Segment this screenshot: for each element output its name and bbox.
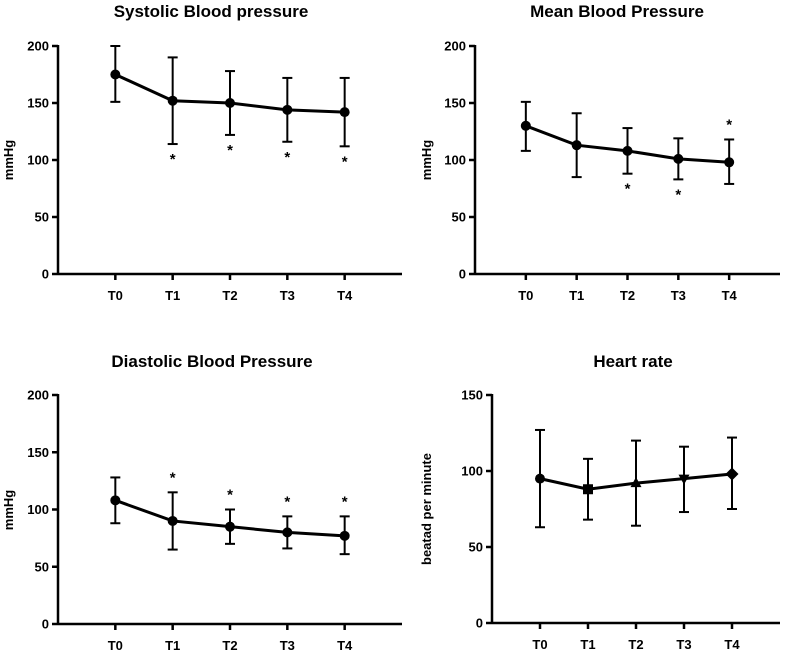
- y-tick-label: 100: [27, 502, 49, 517]
- data-point: [167, 95, 178, 106]
- y-tick-label: 150: [27, 445, 49, 460]
- x-tick-label: T4: [722, 288, 738, 303]
- x-tick-label: T4: [337, 288, 353, 303]
- x-tick-label: T2: [222, 288, 237, 303]
- y-tick-label: 200: [444, 39, 466, 54]
- x-tick-label: T3: [280, 288, 295, 303]
- y-tick-label: 50: [35, 559, 49, 574]
- data-point: [110, 495, 121, 506]
- data-point: [724, 157, 735, 168]
- x-tick-label: T0: [108, 638, 123, 650]
- significance-marker: *: [284, 149, 290, 166]
- x-tick-label: T3: [280, 638, 295, 650]
- significance-marker: *: [170, 151, 176, 168]
- y-tick-label: 150: [444, 96, 466, 111]
- significance-marker: *: [170, 469, 176, 486]
- data-point: [282, 104, 293, 115]
- y-tick-label: 0: [42, 617, 49, 632]
- chart-title: Mean Blood Pressure: [530, 2, 704, 21]
- x-tick-label: T4: [724, 637, 740, 650]
- data-point: [225, 521, 235, 532]
- y-axis-label: mmHg: [1, 140, 16, 181]
- y-axis-label: beatad per minute: [419, 453, 434, 565]
- y-tick-label: 100: [444, 153, 466, 168]
- y-axis-label: mmHg: [1, 490, 16, 531]
- significance-marker: *: [342, 493, 348, 510]
- y-tick-label: 150: [27, 96, 49, 111]
- x-tick-label: T3: [671, 288, 686, 303]
- data-point: [583, 484, 593, 495]
- x-tick-label: T3: [676, 637, 691, 650]
- y-tick-label: 0: [459, 267, 466, 282]
- data-point: [225, 98, 235, 108]
- data-point: [630, 477, 642, 488]
- x-tick-label: T4: [337, 638, 353, 650]
- panel-heart-rate: Heart rate beatad per minute 0 50 100 150 T0…: [419, 352, 780, 650]
- data-point: [725, 467, 739, 481]
- significance-marker: *: [342, 153, 348, 170]
- data-point: [339, 107, 350, 118]
- significance-marker: *: [227, 487, 233, 504]
- x-tick-label: T0: [108, 288, 123, 303]
- data-point: [110, 69, 121, 80]
- y-axis-label: mmHg: [419, 140, 434, 181]
- x-tick-label: T1: [580, 637, 595, 650]
- data-point: [622, 145, 633, 156]
- data-point: [571, 140, 582, 151]
- chart-title: Diastolic Blood Pressure: [111, 352, 312, 371]
- y-tick-label: 50: [469, 540, 483, 555]
- significance-marker: *: [726, 116, 732, 133]
- significance-marker: *: [227, 142, 233, 159]
- y-tick-label: 0: [476, 616, 483, 631]
- y-tick-label: 200: [27, 39, 49, 54]
- x-tick-label: T2: [628, 637, 643, 650]
- y-tick-label: 200: [27, 388, 49, 403]
- data-point: [339, 530, 350, 541]
- chart-title: Heart rate: [593, 352, 672, 371]
- x-tick-label: T0: [532, 637, 547, 650]
- significance-marker: *: [284, 493, 290, 510]
- x-tick-label: T2: [620, 288, 635, 303]
- y-tick-label: 150: [461, 388, 483, 403]
- y-tick-label: 100: [461, 464, 483, 479]
- data-point: [520, 120, 531, 131]
- y-tick-label: 50: [452, 210, 466, 225]
- x-tick-label: T1: [165, 288, 180, 303]
- chart-title: Systolic Blood pressure: [114, 2, 309, 21]
- x-tick-label: T2: [222, 638, 237, 650]
- data-point: [282, 527, 293, 538]
- panel-systolic: Systolic Blood pressure mmHg 0 50 100 150 20…: [1, 2, 402, 303]
- data-point: [167, 515, 178, 526]
- x-tick-label: T0: [518, 288, 533, 303]
- panel-mean: Mean Blood Pressure mmHg 0 50 100 150 200 T0 T…: [419, 2, 780, 303]
- data-point: [673, 153, 684, 164]
- y-tick-label: 100: [27, 153, 49, 168]
- y-tick-label: 0: [42, 267, 49, 282]
- significance-marker: *: [675, 186, 681, 203]
- panel-diastolic: Diastolic Blood Pressure mmHg 0 50 100 150 2…: [1, 352, 402, 650]
- x-tick-label: T1: [569, 288, 584, 303]
- data-point: [535, 473, 545, 484]
- data-point: [678, 474, 690, 485]
- significance-marker: *: [625, 181, 631, 198]
- y-tick-label: 50: [35, 210, 49, 225]
- x-tick-label: T1: [165, 638, 180, 650]
